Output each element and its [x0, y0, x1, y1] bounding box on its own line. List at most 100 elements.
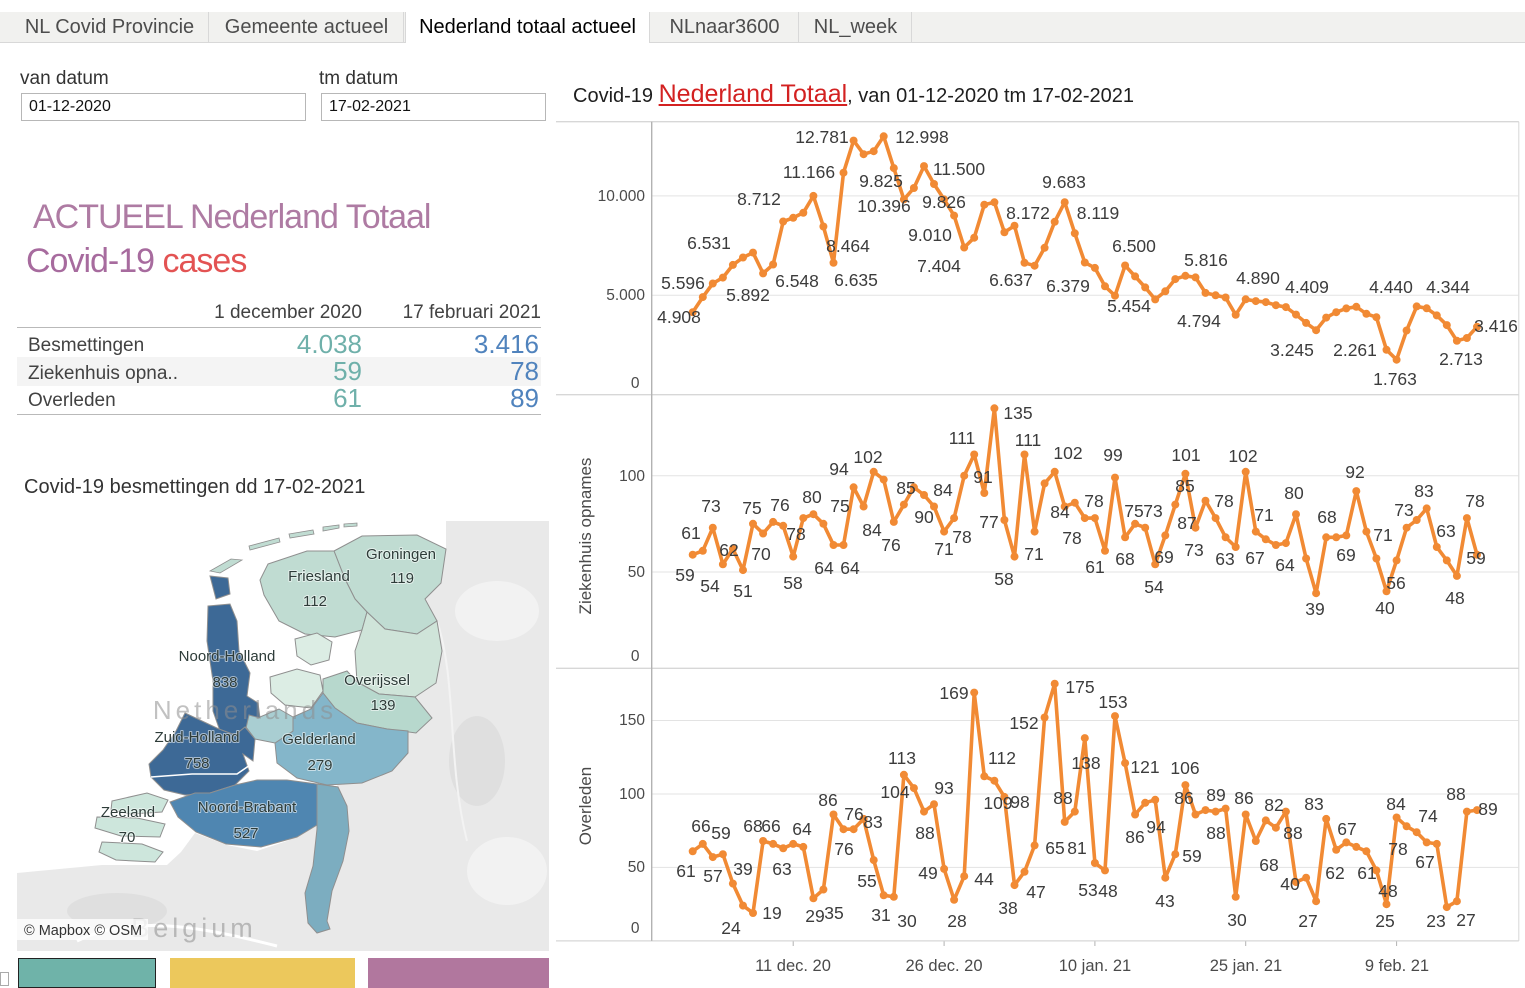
- svg-text:76: 76: [881, 535, 900, 555]
- svg-text:69: 69: [1154, 547, 1173, 567]
- svg-text:1.763: 1.763: [1373, 369, 1417, 389]
- svg-text:152: 152: [1009, 713, 1038, 733]
- svg-text:61: 61: [1357, 863, 1376, 883]
- svg-text:80: 80: [1284, 483, 1304, 503]
- svg-text:Zeeland: Zeeland: [101, 804, 155, 821]
- svg-text:11.500: 11.500: [933, 159, 985, 179]
- svg-text:153: 153: [1098, 692, 1127, 712]
- svg-text:11 dec. 20: 11 dec. 20: [755, 957, 831, 975]
- svg-text:50: 50: [628, 859, 646, 876]
- svg-text:77: 77: [979, 512, 998, 532]
- svg-text:39: 39: [733, 859, 752, 879]
- svg-text:88: 88: [1206, 823, 1225, 843]
- svg-text:93: 93: [934, 778, 953, 798]
- svg-text:28: 28: [947, 911, 966, 931]
- svg-text:24: 24: [721, 918, 741, 938]
- svg-text:5.000: 5.000: [606, 287, 645, 304]
- svg-text:61: 61: [681, 523, 700, 543]
- svg-text:92: 92: [1345, 462, 1364, 482]
- svg-text:59: 59: [1182, 846, 1201, 866]
- svg-text:0: 0: [631, 648, 640, 665]
- svg-text:94: 94: [829, 459, 849, 479]
- svg-text:138: 138: [1071, 753, 1100, 773]
- svg-text:48: 48: [1445, 588, 1464, 608]
- svg-text:75: 75: [830, 496, 849, 516]
- svg-text:89: 89: [1206, 785, 1225, 805]
- svg-text:40: 40: [1375, 598, 1395, 618]
- svg-text:86: 86: [818, 790, 837, 810]
- svg-text:78: 78: [786, 524, 805, 544]
- svg-text:3.416: 3.416: [1474, 316, 1518, 336]
- svg-text:100: 100: [619, 786, 645, 803]
- svg-text:90: 90: [914, 507, 934, 527]
- svg-text:25 jan. 21: 25 jan. 21: [1210, 957, 1282, 975]
- svg-text:39: 39: [1305, 599, 1324, 619]
- svg-text:83: 83: [863, 812, 882, 832]
- svg-text:71: 71: [1373, 525, 1392, 545]
- svg-text:Overleden: Overleden: [576, 767, 595, 845]
- svg-text:88: 88: [915, 823, 934, 843]
- svg-text:10.000: 10.000: [598, 188, 646, 205]
- svg-text:64: 64: [1275, 555, 1295, 575]
- svg-text:49: 49: [918, 863, 937, 883]
- svg-text:75: 75: [1124, 501, 1143, 521]
- svg-text:78: 78: [1388, 839, 1407, 859]
- svg-text:6.379: 6.379: [1046, 276, 1090, 296]
- svg-text:78: 78: [1465, 491, 1484, 511]
- svg-text:2.261: 2.261: [1333, 340, 1377, 360]
- svg-text:48: 48: [1098, 881, 1117, 901]
- svg-text:6.531: 6.531: [687, 233, 731, 253]
- svg-text:Zuid-Holland: Zuid-Holland: [154, 729, 239, 746]
- svg-text:4.890: 4.890: [1236, 268, 1280, 288]
- svg-text:10.396: 10.396: [857, 196, 911, 216]
- svg-text:58: 58: [994, 569, 1013, 589]
- svg-text:109: 109: [983, 793, 1012, 813]
- svg-text:5.892: 5.892: [726, 285, 770, 305]
- svg-text:139: 139: [370, 697, 395, 714]
- svg-text:101: 101: [1171, 445, 1200, 465]
- svg-text:69: 69: [1336, 545, 1355, 565]
- svg-text:102: 102: [1053, 443, 1082, 463]
- svg-text:88: 88: [1053, 788, 1072, 808]
- svg-text:73: 73: [1143, 501, 1162, 521]
- svg-text:68: 68: [743, 816, 762, 836]
- svg-text:Overijssel: Overijssel: [344, 672, 410, 689]
- svg-text:0: 0: [631, 375, 640, 392]
- svg-text:73: 73: [1184, 540, 1203, 560]
- svg-text:31: 31: [871, 905, 890, 925]
- svg-text:70: 70: [119, 829, 136, 846]
- svg-text:83: 83: [1304, 794, 1323, 814]
- svg-text:50: 50: [628, 564, 646, 581]
- svg-text:91: 91: [973, 467, 992, 487]
- svg-text:150: 150: [619, 712, 645, 729]
- svg-text:Noord-Brabant: Noord-Brabant: [198, 799, 297, 816]
- svg-text:64: 64: [814, 558, 834, 578]
- svg-text:76: 76: [834, 839, 853, 859]
- svg-text:100: 100: [619, 468, 645, 485]
- svg-text:30: 30: [897, 911, 917, 931]
- svg-text:4.344: 4.344: [1426, 277, 1470, 297]
- svg-text:81: 81: [1067, 838, 1086, 858]
- svg-text:11.166: 11.166: [783, 162, 835, 182]
- svg-text:61: 61: [1085, 557, 1104, 577]
- svg-text:76: 76: [770, 495, 789, 515]
- svg-text:74: 74: [1418, 806, 1438, 826]
- svg-text:58: 58: [783, 573, 802, 593]
- svg-text:10 jan. 21: 10 jan. 21: [1059, 957, 1131, 975]
- svg-text:98: 98: [1010, 792, 1029, 812]
- svg-text:85: 85: [896, 478, 915, 498]
- svg-text:27: 27: [1456, 910, 1475, 930]
- svg-text:78: 78: [1084, 491, 1103, 511]
- svg-text:25: 25: [1375, 911, 1394, 931]
- svg-text:87: 87: [1177, 513, 1196, 533]
- svg-text:Netherlands: Netherlands: [153, 695, 337, 725]
- svg-text:5.596: 5.596: [661, 273, 705, 293]
- svg-text:44: 44: [974, 869, 994, 889]
- svg-text:47: 47: [1026, 882, 1045, 902]
- svg-text:2.713: 2.713: [1439, 349, 1483, 369]
- svg-text:63: 63: [1436, 521, 1455, 541]
- svg-text:99: 99: [1103, 445, 1122, 465]
- svg-text:279: 279: [307, 757, 332, 774]
- svg-text:7.404: 7.404: [917, 256, 961, 276]
- svg-text:63: 63: [772, 859, 791, 879]
